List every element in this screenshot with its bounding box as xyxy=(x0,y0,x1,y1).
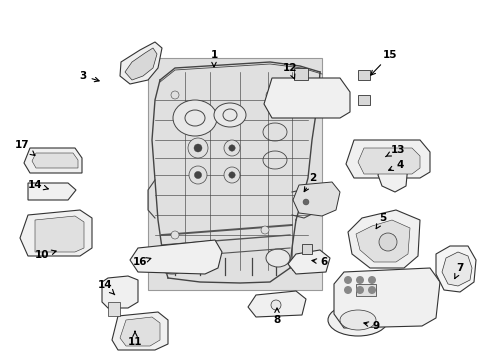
Circle shape xyxy=(367,286,375,294)
Text: 9: 9 xyxy=(363,321,379,331)
Text: 17: 17 xyxy=(15,140,35,156)
Polygon shape xyxy=(287,250,329,274)
Polygon shape xyxy=(102,276,138,308)
Text: 12: 12 xyxy=(282,63,297,79)
Text: 16: 16 xyxy=(132,257,150,267)
Circle shape xyxy=(355,286,363,294)
Polygon shape xyxy=(346,140,429,178)
Polygon shape xyxy=(247,291,305,317)
Circle shape xyxy=(171,91,179,99)
Ellipse shape xyxy=(327,304,387,336)
Ellipse shape xyxy=(265,249,289,267)
Polygon shape xyxy=(347,210,419,268)
Polygon shape xyxy=(120,317,160,346)
Text: 1: 1 xyxy=(210,50,217,67)
Ellipse shape xyxy=(223,109,237,121)
Polygon shape xyxy=(333,268,439,328)
Polygon shape xyxy=(293,68,307,80)
Polygon shape xyxy=(355,220,409,262)
Text: 15: 15 xyxy=(370,50,396,75)
Circle shape xyxy=(228,172,235,178)
Circle shape xyxy=(194,171,201,179)
Polygon shape xyxy=(130,240,222,274)
Circle shape xyxy=(378,233,396,251)
Text: 14: 14 xyxy=(28,180,48,190)
Text: 5: 5 xyxy=(375,213,386,229)
Polygon shape xyxy=(264,78,349,118)
Polygon shape xyxy=(35,216,84,252)
Polygon shape xyxy=(357,70,369,80)
Circle shape xyxy=(228,145,235,151)
Polygon shape xyxy=(357,95,369,105)
Polygon shape xyxy=(377,158,407,192)
Circle shape xyxy=(270,300,281,310)
Circle shape xyxy=(171,231,179,239)
Ellipse shape xyxy=(173,100,217,136)
Polygon shape xyxy=(24,148,82,173)
Text: 7: 7 xyxy=(454,263,463,279)
Circle shape xyxy=(343,276,351,284)
Circle shape xyxy=(355,276,363,284)
Text: 8: 8 xyxy=(273,308,280,325)
Polygon shape xyxy=(108,302,120,316)
Circle shape xyxy=(194,144,202,152)
Polygon shape xyxy=(112,312,168,350)
Polygon shape xyxy=(357,148,419,174)
Circle shape xyxy=(303,199,308,205)
Polygon shape xyxy=(435,246,475,292)
Circle shape xyxy=(187,138,207,158)
Ellipse shape xyxy=(214,103,245,127)
Polygon shape xyxy=(125,48,157,80)
Ellipse shape xyxy=(184,110,204,126)
Circle shape xyxy=(343,286,351,294)
Text: 13: 13 xyxy=(385,145,405,157)
Polygon shape xyxy=(302,244,311,254)
Text: 14: 14 xyxy=(98,280,115,295)
Circle shape xyxy=(265,91,273,99)
Bar xyxy=(148,58,321,290)
Circle shape xyxy=(224,140,240,156)
Circle shape xyxy=(189,166,206,184)
Text: 11: 11 xyxy=(127,331,142,347)
Ellipse shape xyxy=(158,254,185,274)
Polygon shape xyxy=(120,42,162,84)
Circle shape xyxy=(367,276,375,284)
Polygon shape xyxy=(20,210,92,256)
Polygon shape xyxy=(292,182,339,216)
Polygon shape xyxy=(32,153,78,168)
Text: 2: 2 xyxy=(304,173,316,192)
Polygon shape xyxy=(28,183,76,200)
Polygon shape xyxy=(441,252,471,286)
Ellipse shape xyxy=(339,310,375,330)
Circle shape xyxy=(224,167,240,183)
Text: 3: 3 xyxy=(79,71,99,82)
Polygon shape xyxy=(355,284,375,296)
Text: 10: 10 xyxy=(35,250,56,260)
Circle shape xyxy=(261,226,268,234)
Circle shape xyxy=(297,194,313,210)
Text: 4: 4 xyxy=(388,160,403,170)
Text: 6: 6 xyxy=(311,257,327,267)
